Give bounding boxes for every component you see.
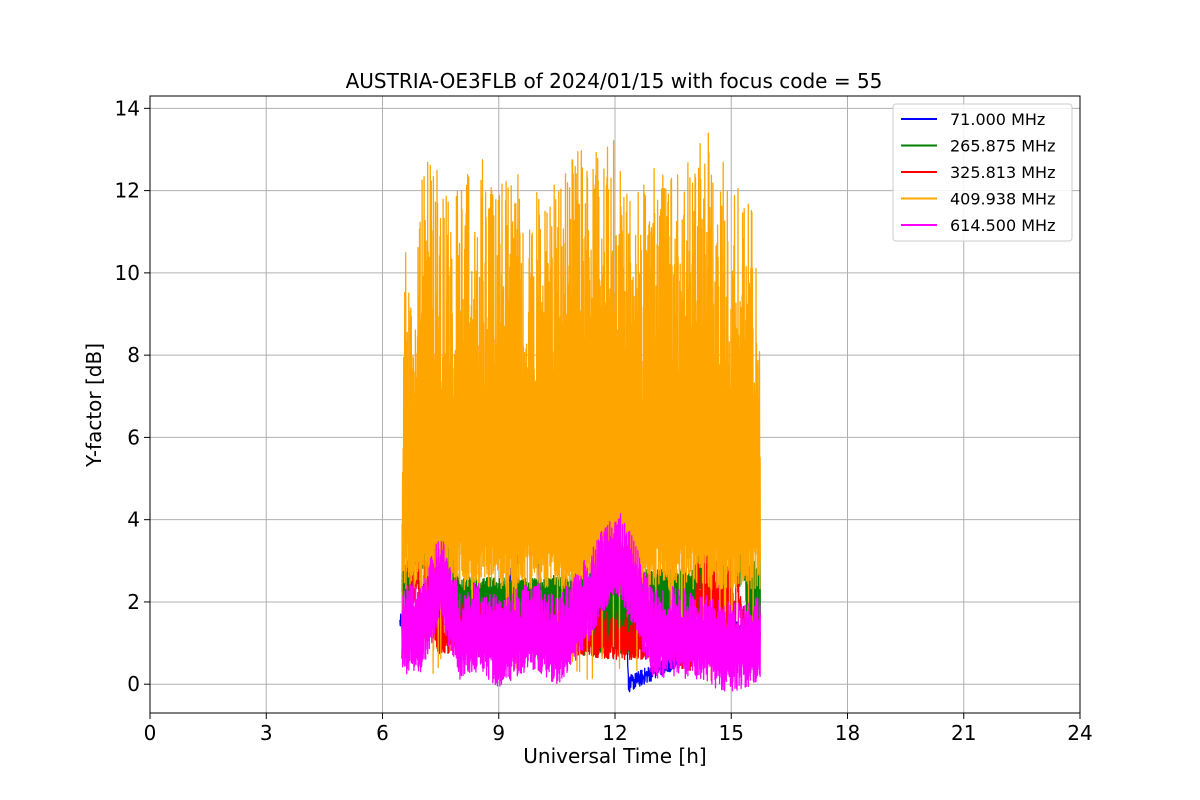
x-axis: 0 3 6 9 12 15 18 21 24 [144, 713, 1093, 745]
x-tick-label: 12 [602, 721, 627, 745]
y-tick-label: 12 [115, 179, 140, 203]
legend-label: 325.813 MHz [950, 163, 1055, 182]
chart-title: AUSTRIA-OE3FLB of 2024/01/15 with focus … [346, 69, 883, 93]
legend-box [892, 103, 1073, 242]
y-axis: 0 2 4 6 8 10 12 14 [115, 96, 150, 696]
y-tick-label: 6 [127, 425, 140, 449]
legend-label: 409.938 MHz [950, 190, 1055, 209]
y-tick-label: 8 [127, 343, 140, 367]
x-tick-label: 18 [835, 721, 860, 745]
y-tick-label: 10 [115, 261, 140, 285]
x-tick-label: 6 [376, 721, 389, 745]
y-tick-label: 4 [127, 508, 140, 532]
x-tick-label: 15 [719, 721, 744, 745]
x-tick-label: 3 [260, 721, 273, 745]
plot-area [399, 132, 761, 693]
legend-label: 71.000 MHz [950, 110, 1045, 129]
x-tick-label: 0 [144, 721, 157, 745]
x-tick-label: 24 [1067, 721, 1092, 745]
y-tick-label: 0 [127, 672, 140, 696]
series-line-4 [401, 513, 761, 692]
x-axis-label: Universal Time [h] [523, 744, 706, 768]
y-tick-label: 2 [127, 590, 140, 614]
y-axis-label: Y-factor [dB] [82, 343, 106, 468]
legend-label: 265.875 MHz [950, 137, 1055, 156]
legend: 71.000 MHz 265.875 MHz 325.813 MHz 409.938 … [892, 103, 1073, 242]
y-tick-label: 14 [115, 96, 140, 120]
legend-label: 614.500 MHz [950, 216, 1055, 235]
x-tick-label: 21 [951, 721, 976, 745]
x-tick-label: 9 [492, 721, 505, 745]
